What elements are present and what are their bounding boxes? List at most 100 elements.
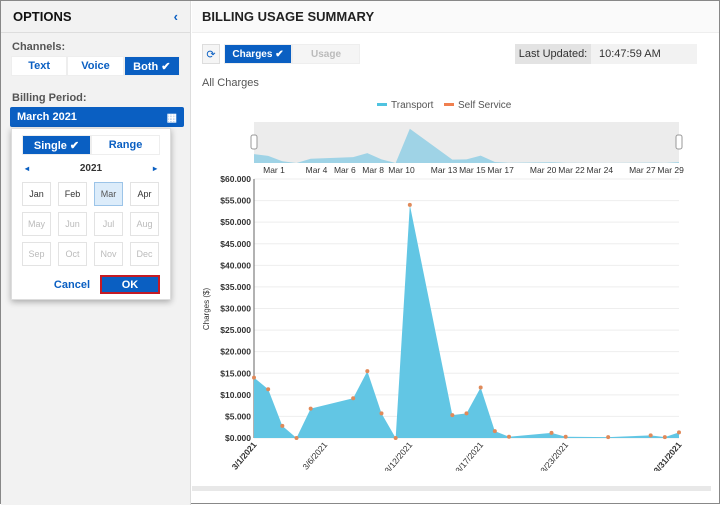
cancel-button[interactable]: Cancel [53, 278, 90, 291]
x-tick-label: 3/17/2021 [453, 440, 485, 471]
mode-single-button[interactable]: Single ✔ [22, 135, 91, 155]
y-tick-label: $50.000 [220, 217, 251, 227]
navigator-tick-label: Mar 1 [263, 165, 285, 175]
data-point[interactable] [606, 435, 611, 440]
data-point[interactable] [351, 396, 356, 401]
chevron-left-icon[interactable]: ‹ [173, 9, 178, 24]
billing-period-dropdown[interactable]: March 2021 ▦ [10, 107, 184, 127]
month-oct: Oct [58, 242, 87, 266]
month-may: May [22, 212, 51, 236]
data-point[interactable] [294, 436, 299, 440]
month-jan[interactable]: Jan [22, 182, 51, 206]
sidebar-title: OPTIONS [13, 9, 72, 24]
data-point[interactable] [280, 423, 285, 428]
y-tick-label: $40.000 [220, 260, 251, 270]
last-updated-value: 10:47:59 AM [591, 44, 697, 64]
x-tick-label: 3/12/2021 [382, 440, 414, 471]
channel-voice-button[interactable]: Voice [67, 56, 124, 76]
y-tick-label: $5.000 [225, 411, 251, 421]
month-nov: Nov [94, 242, 123, 266]
y-tick-label: $10.000 [220, 390, 251, 400]
month-mar[interactable]: Mar [94, 182, 123, 206]
navigator-tick-label: Mar 13 [431, 165, 458, 175]
y-tick-label: $30.000 [220, 304, 251, 314]
legend-item[interactable]: Self Service [458, 100, 512, 111]
refresh-icon[interactable]: ⟳ [202, 44, 220, 64]
ok-button[interactable]: OK [100, 275, 160, 294]
navigator-tick-label: Mar 17 [487, 165, 514, 175]
navigator-tick-label: Mar 24 [587, 165, 614, 175]
calendar-icon[interactable]: ▦ [166, 111, 177, 124]
tab-usage[interactable]: Usage [292, 44, 360, 64]
sidebar-header: OPTIONS ‹ [1, 1, 190, 33]
month-apr[interactable]: Apr [130, 182, 159, 206]
data-point[interactable] [478, 385, 483, 390]
data-point[interactable] [464, 411, 469, 416]
navigator-left-handle[interactable] [250, 134, 258, 150]
month-aug: Aug [130, 212, 159, 236]
mode-range-button[interactable]: Range [91, 135, 160, 155]
next-year-icon[interactable]: ▸ [152, 164, 157, 173]
y-axis-label: Charges ($) [202, 288, 211, 331]
x-tick-label: 3/31/2021 [652, 440, 684, 471]
prev-year-icon[interactable]: ◂ [25, 164, 30, 173]
data-point[interactable] [563, 434, 568, 439]
billing-period-value: March 2021 [17, 111, 77, 123]
data-point[interactable] [677, 430, 681, 435]
channel-both-button[interactable]: Both ✔ [123, 56, 180, 76]
tab-charges[interactable]: Charges ✔ [224, 44, 292, 64]
navigator-tick-label: Mar 22 [558, 165, 585, 175]
y-tick-label: $35.000 [220, 282, 251, 292]
navigator-background [254, 122, 679, 163]
legend-swatch [444, 103, 454, 106]
main-panel: BILLING USAGE SUMMARY ⟳ Charges ✔ Usage … [192, 1, 719, 505]
y-tick-label: $55.000 [220, 196, 251, 206]
x-tick-label: 3/6/2021 [300, 440, 329, 471]
channel-text-button[interactable]: Text [11, 56, 68, 76]
month-feb[interactable]: Feb [58, 182, 87, 206]
data-point[interactable] [379, 411, 384, 416]
data-point[interactable] [365, 369, 370, 374]
legend-swatch [377, 103, 387, 106]
data-point[interactable] [507, 434, 511, 439]
billing-period-label: Billing Period: [12, 92, 87, 104]
horizontal-scrollbar[interactable] [192, 486, 711, 491]
navigator-right-handle[interactable] [675, 134, 683, 150]
charges-chart: Transport Self Service Mar 1 Mar 4 Mar 6 Mar … [202, 100, 684, 471]
data-point[interactable] [308, 406, 313, 411]
y-tick-label: $20.000 [220, 347, 251, 357]
data-point[interactable] [393, 436, 398, 440]
data-point[interactable] [648, 433, 653, 438]
section-label: All Charges [202, 77, 259, 89]
y-tick-label: $0.000 [225, 433, 251, 443]
navigator-tick-label: Mar 4 [306, 165, 328, 175]
data-point[interactable] [450, 413, 455, 418]
last-updated-label: Last Updated: [515, 44, 591, 64]
y-tick-label: $60.000 [220, 174, 251, 184]
month-sep: Sep [22, 242, 51, 266]
month-dec: Dec [130, 242, 159, 266]
navigator-tick-label: Mar 15 [459, 165, 486, 175]
picker-mode-toggle: Single ✔ Range [22, 135, 160, 155]
month-jul: Jul [94, 212, 123, 236]
data-point[interactable] [407, 202, 412, 207]
options-sidebar: OPTIONS ‹ Channels: Text Voice Both ✔ Bi… [1, 1, 191, 505]
data-point[interactable] [252, 375, 256, 380]
y-tick-label: $15.000 [220, 368, 251, 378]
legend-item[interactable]: Transport [391, 100, 434, 111]
navigator-tick-label: Mar 27 [629, 165, 656, 175]
y-tick-label: $45.000 [220, 239, 251, 249]
data-point[interactable] [492, 429, 497, 434]
data-point[interactable] [549, 430, 554, 435]
navigator-tick-label: Mar 10 [388, 165, 415, 175]
navigator-tick-label: Mar 8 [362, 165, 384, 175]
view-tabs: Charges ✔ Usage [224, 44, 360, 64]
channels-toggle: Text Voice Both ✔ [11, 56, 180, 76]
data-point[interactable] [266, 387, 271, 392]
navigator-tick-label: Mar 29 [657, 165, 684, 175]
data-point[interactable] [662, 435, 667, 440]
transport-area [254, 204, 679, 438]
month-jun: Jun [58, 212, 87, 236]
month-grid: Jan Feb Mar Apr May Jun Jul Aug Sep Oct Nov Dec [22, 182, 160, 266]
y-tick-label: $25.000 [220, 325, 251, 335]
